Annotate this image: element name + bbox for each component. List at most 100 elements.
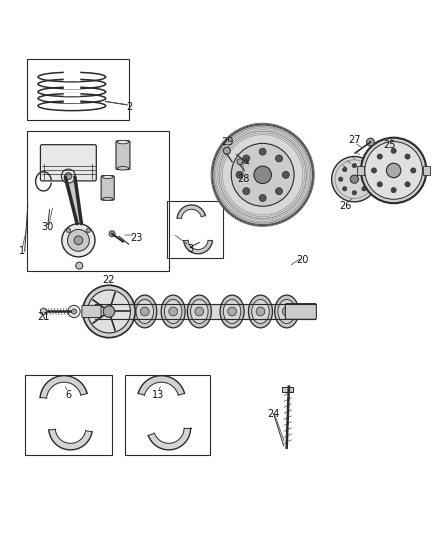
Circle shape (276, 155, 283, 162)
Ellipse shape (102, 175, 113, 179)
Polygon shape (177, 205, 205, 219)
Circle shape (236, 171, 243, 179)
Circle shape (367, 138, 374, 146)
Ellipse shape (102, 197, 113, 200)
Ellipse shape (223, 300, 241, 324)
Circle shape (62, 224, 95, 257)
Circle shape (366, 177, 370, 181)
Circle shape (361, 138, 426, 203)
Circle shape (243, 188, 250, 195)
Circle shape (259, 195, 266, 201)
Circle shape (83, 285, 135, 338)
Circle shape (254, 166, 272, 183)
Circle shape (343, 167, 347, 172)
FancyBboxPatch shape (101, 176, 114, 200)
Bar (27, 131, 169, 271)
Circle shape (405, 182, 410, 187)
Circle shape (68, 305, 80, 318)
Text: 3: 3 (187, 244, 194, 254)
Circle shape (212, 125, 313, 225)
Text: 30: 30 (42, 222, 54, 232)
Polygon shape (184, 240, 212, 254)
Circle shape (61, 169, 75, 183)
FancyBboxPatch shape (40, 144, 96, 181)
Bar (283, 386, 293, 392)
Circle shape (339, 177, 343, 181)
Circle shape (352, 191, 357, 195)
Circle shape (283, 171, 289, 179)
Circle shape (103, 306, 115, 317)
Circle shape (66, 228, 71, 232)
Circle shape (343, 187, 347, 191)
Ellipse shape (187, 295, 212, 328)
Ellipse shape (136, 300, 153, 324)
Circle shape (231, 143, 294, 206)
Circle shape (74, 236, 83, 245)
Circle shape (141, 307, 149, 316)
Bar (25, 375, 112, 455)
Circle shape (371, 168, 377, 173)
FancyBboxPatch shape (286, 304, 316, 319)
Ellipse shape (220, 295, 244, 328)
Text: 1: 1 (18, 246, 25, 256)
Circle shape (76, 262, 83, 269)
Circle shape (362, 167, 366, 172)
Circle shape (86, 228, 91, 232)
Ellipse shape (164, 300, 182, 324)
Circle shape (109, 231, 115, 237)
Circle shape (256, 307, 265, 316)
Circle shape (405, 154, 410, 159)
Circle shape (386, 163, 401, 177)
Circle shape (365, 142, 423, 199)
Ellipse shape (252, 300, 269, 324)
Ellipse shape (191, 300, 208, 324)
Text: 21: 21 (37, 312, 49, 322)
Circle shape (195, 307, 204, 316)
Circle shape (411, 168, 416, 173)
Bar (27, 59, 130, 120)
Ellipse shape (275, 295, 299, 328)
Circle shape (228, 307, 237, 316)
Bar (166, 201, 223, 258)
Polygon shape (138, 376, 184, 395)
Circle shape (352, 164, 357, 168)
Text: 20: 20 (296, 255, 308, 265)
Circle shape (283, 307, 291, 316)
Polygon shape (148, 428, 191, 450)
Text: 28: 28 (237, 174, 249, 184)
Ellipse shape (117, 166, 129, 170)
Bar (125, 375, 210, 455)
Circle shape (169, 307, 177, 316)
Ellipse shape (248, 295, 272, 328)
Bar (357, 166, 364, 175)
Circle shape (71, 309, 77, 314)
Polygon shape (40, 308, 46, 315)
Text: 27: 27 (348, 135, 360, 145)
Circle shape (332, 157, 377, 202)
Polygon shape (65, 177, 81, 224)
Text: 23: 23 (130, 233, 142, 243)
Text: 29: 29 (222, 137, 234, 147)
Text: 26: 26 (339, 201, 352, 211)
Circle shape (350, 175, 358, 183)
Circle shape (362, 187, 366, 191)
Circle shape (67, 229, 89, 251)
FancyBboxPatch shape (116, 141, 130, 169)
FancyBboxPatch shape (82, 305, 101, 318)
Circle shape (377, 154, 382, 159)
Circle shape (377, 182, 382, 187)
Circle shape (237, 159, 243, 165)
Circle shape (88, 290, 131, 333)
Ellipse shape (161, 295, 185, 328)
Text: 6: 6 (65, 390, 71, 400)
Ellipse shape (133, 295, 157, 328)
Circle shape (243, 155, 250, 162)
Ellipse shape (278, 300, 295, 324)
Circle shape (65, 173, 72, 180)
Text: 2: 2 (127, 102, 133, 112)
Circle shape (223, 147, 230, 154)
Bar (423, 166, 430, 175)
Circle shape (259, 148, 266, 155)
Ellipse shape (117, 140, 129, 144)
Text: 13: 13 (152, 390, 164, 400)
